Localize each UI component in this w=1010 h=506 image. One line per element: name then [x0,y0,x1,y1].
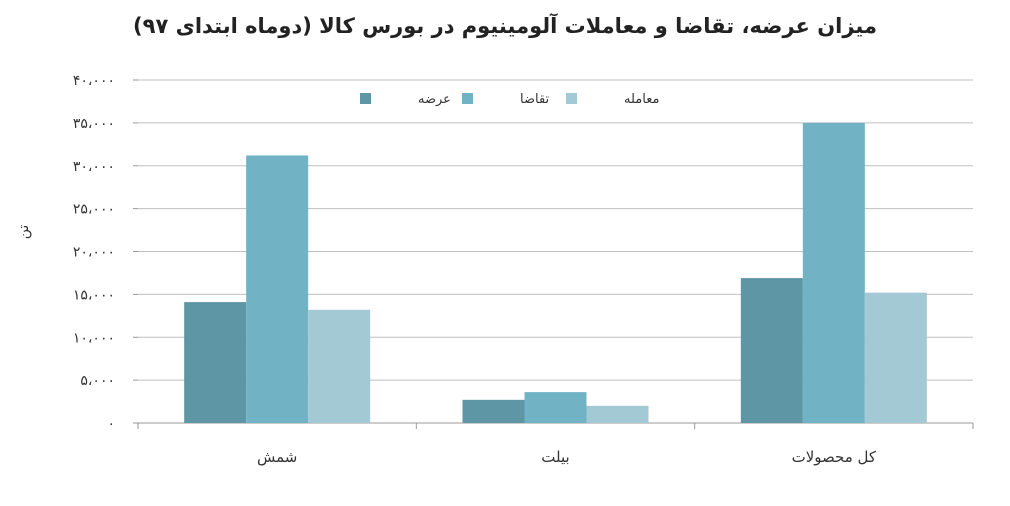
y-axis-ticks: ۰ ۵،۰۰۰ ۱۰،۰۰۰ ۱۵،۰۰۰ ۲۰،۰۰۰ ۲۵،۰۰۰ ۳۰،۰۰۰ ۳۵،۰… [73,73,138,432]
bar [246,155,309,423]
legend-label: تقاضا [520,92,550,107]
x-tick-label: بیلت [541,448,569,466]
bar [462,399,525,423]
x-tick-label: کل محصولات [792,448,877,466]
y-tick-label: ۴۰،۰۰۰ [73,73,115,89]
legend-label: عرضه [418,92,451,107]
y-tick-label: ۰ [107,416,115,432]
y-tick-label: ۲۰،۰۰۰ [73,245,115,261]
y-tick-label: ۲۵،۰۰۰ [73,202,115,218]
bar [740,278,803,423]
chart-title: میزان عرضه، تقاضا و معاملات آلومینیوم در… [133,14,877,38]
bar [802,122,865,423]
bars [184,122,927,423]
bar [864,292,927,423]
y-axis-label: تن [16,225,32,240]
bar [184,302,247,423]
bar [524,392,587,423]
y-tick-label: ۳۰،۰۰۰ [73,159,115,175]
legend-swatch [360,93,371,104]
y-tick-label: ۱۵،۰۰۰ [73,287,115,303]
x-tick-label: شمش [257,448,297,466]
legend-swatch [462,93,473,104]
x-axis-ticks: شمش بیلت کل محصولات [257,448,877,466]
y-tick-label: ۳۵،۰۰۰ [73,116,115,132]
y-tick-label: ۵،۰۰۰ [80,373,115,389]
legend: عرضه تقاضا معامله [360,92,659,107]
bar [308,309,371,423]
y-tick-label: ۱۰،۰۰۰ [73,330,115,346]
legend-swatch [566,93,577,104]
legend-label: معامله [624,92,659,107]
bar [586,405,649,423]
